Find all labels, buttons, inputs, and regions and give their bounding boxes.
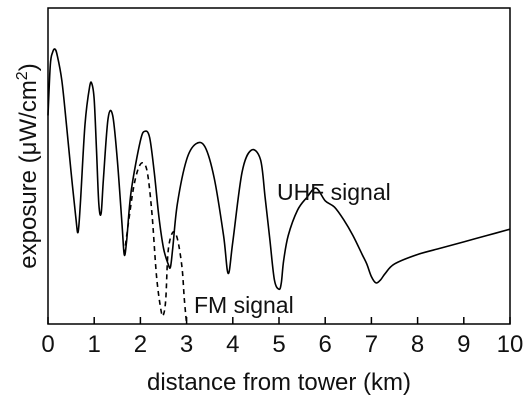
x-tick-label-2: 2: [134, 331, 147, 358]
y-axis-title-closing: ): [15, 63, 42, 71]
x-tick-label-3: 3: [180, 331, 193, 358]
x-tick-label-0: 0: [41, 331, 54, 358]
series-layer: [47, 48, 511, 325]
y-axis-title-mu: μ: [15, 142, 42, 156]
y-axis-title-superscript: 2: [14, 71, 31, 80]
fm-signal-annotation: FM signal: [194, 292, 294, 318]
uhf-signal-annotation: UHF signal: [277, 179, 391, 205]
x-ticks: [47, 317, 511, 324]
uhf-signal-line: [47, 48, 511, 291]
y-axis-title: exposure (μW/cm2): [14, 63, 42, 268]
x-tick-label-8: 8: [411, 331, 424, 358]
x-tick-label-10: 10: [497, 331, 524, 358]
x-tick-label-4: 4: [226, 331, 239, 358]
x-tick-label-1: 1: [88, 331, 101, 358]
x-axis-title: distance from tower (km): [147, 369, 411, 396]
x-tick-label-7: 7: [365, 331, 378, 358]
x-tick-label-9: 9: [457, 331, 470, 358]
x-tick-labels: 0 1 2 3 4 5 6 7 8 9 10: [41, 331, 523, 358]
y-axis-title-prefix: exposure (: [15, 155, 42, 268]
x-tick-label-6: 6: [319, 331, 332, 358]
x-tick-label-5: 5: [272, 331, 285, 358]
fm-signal-line: [123, 161, 188, 325]
y-axis-title-unit: W/cm: [15, 80, 42, 141]
